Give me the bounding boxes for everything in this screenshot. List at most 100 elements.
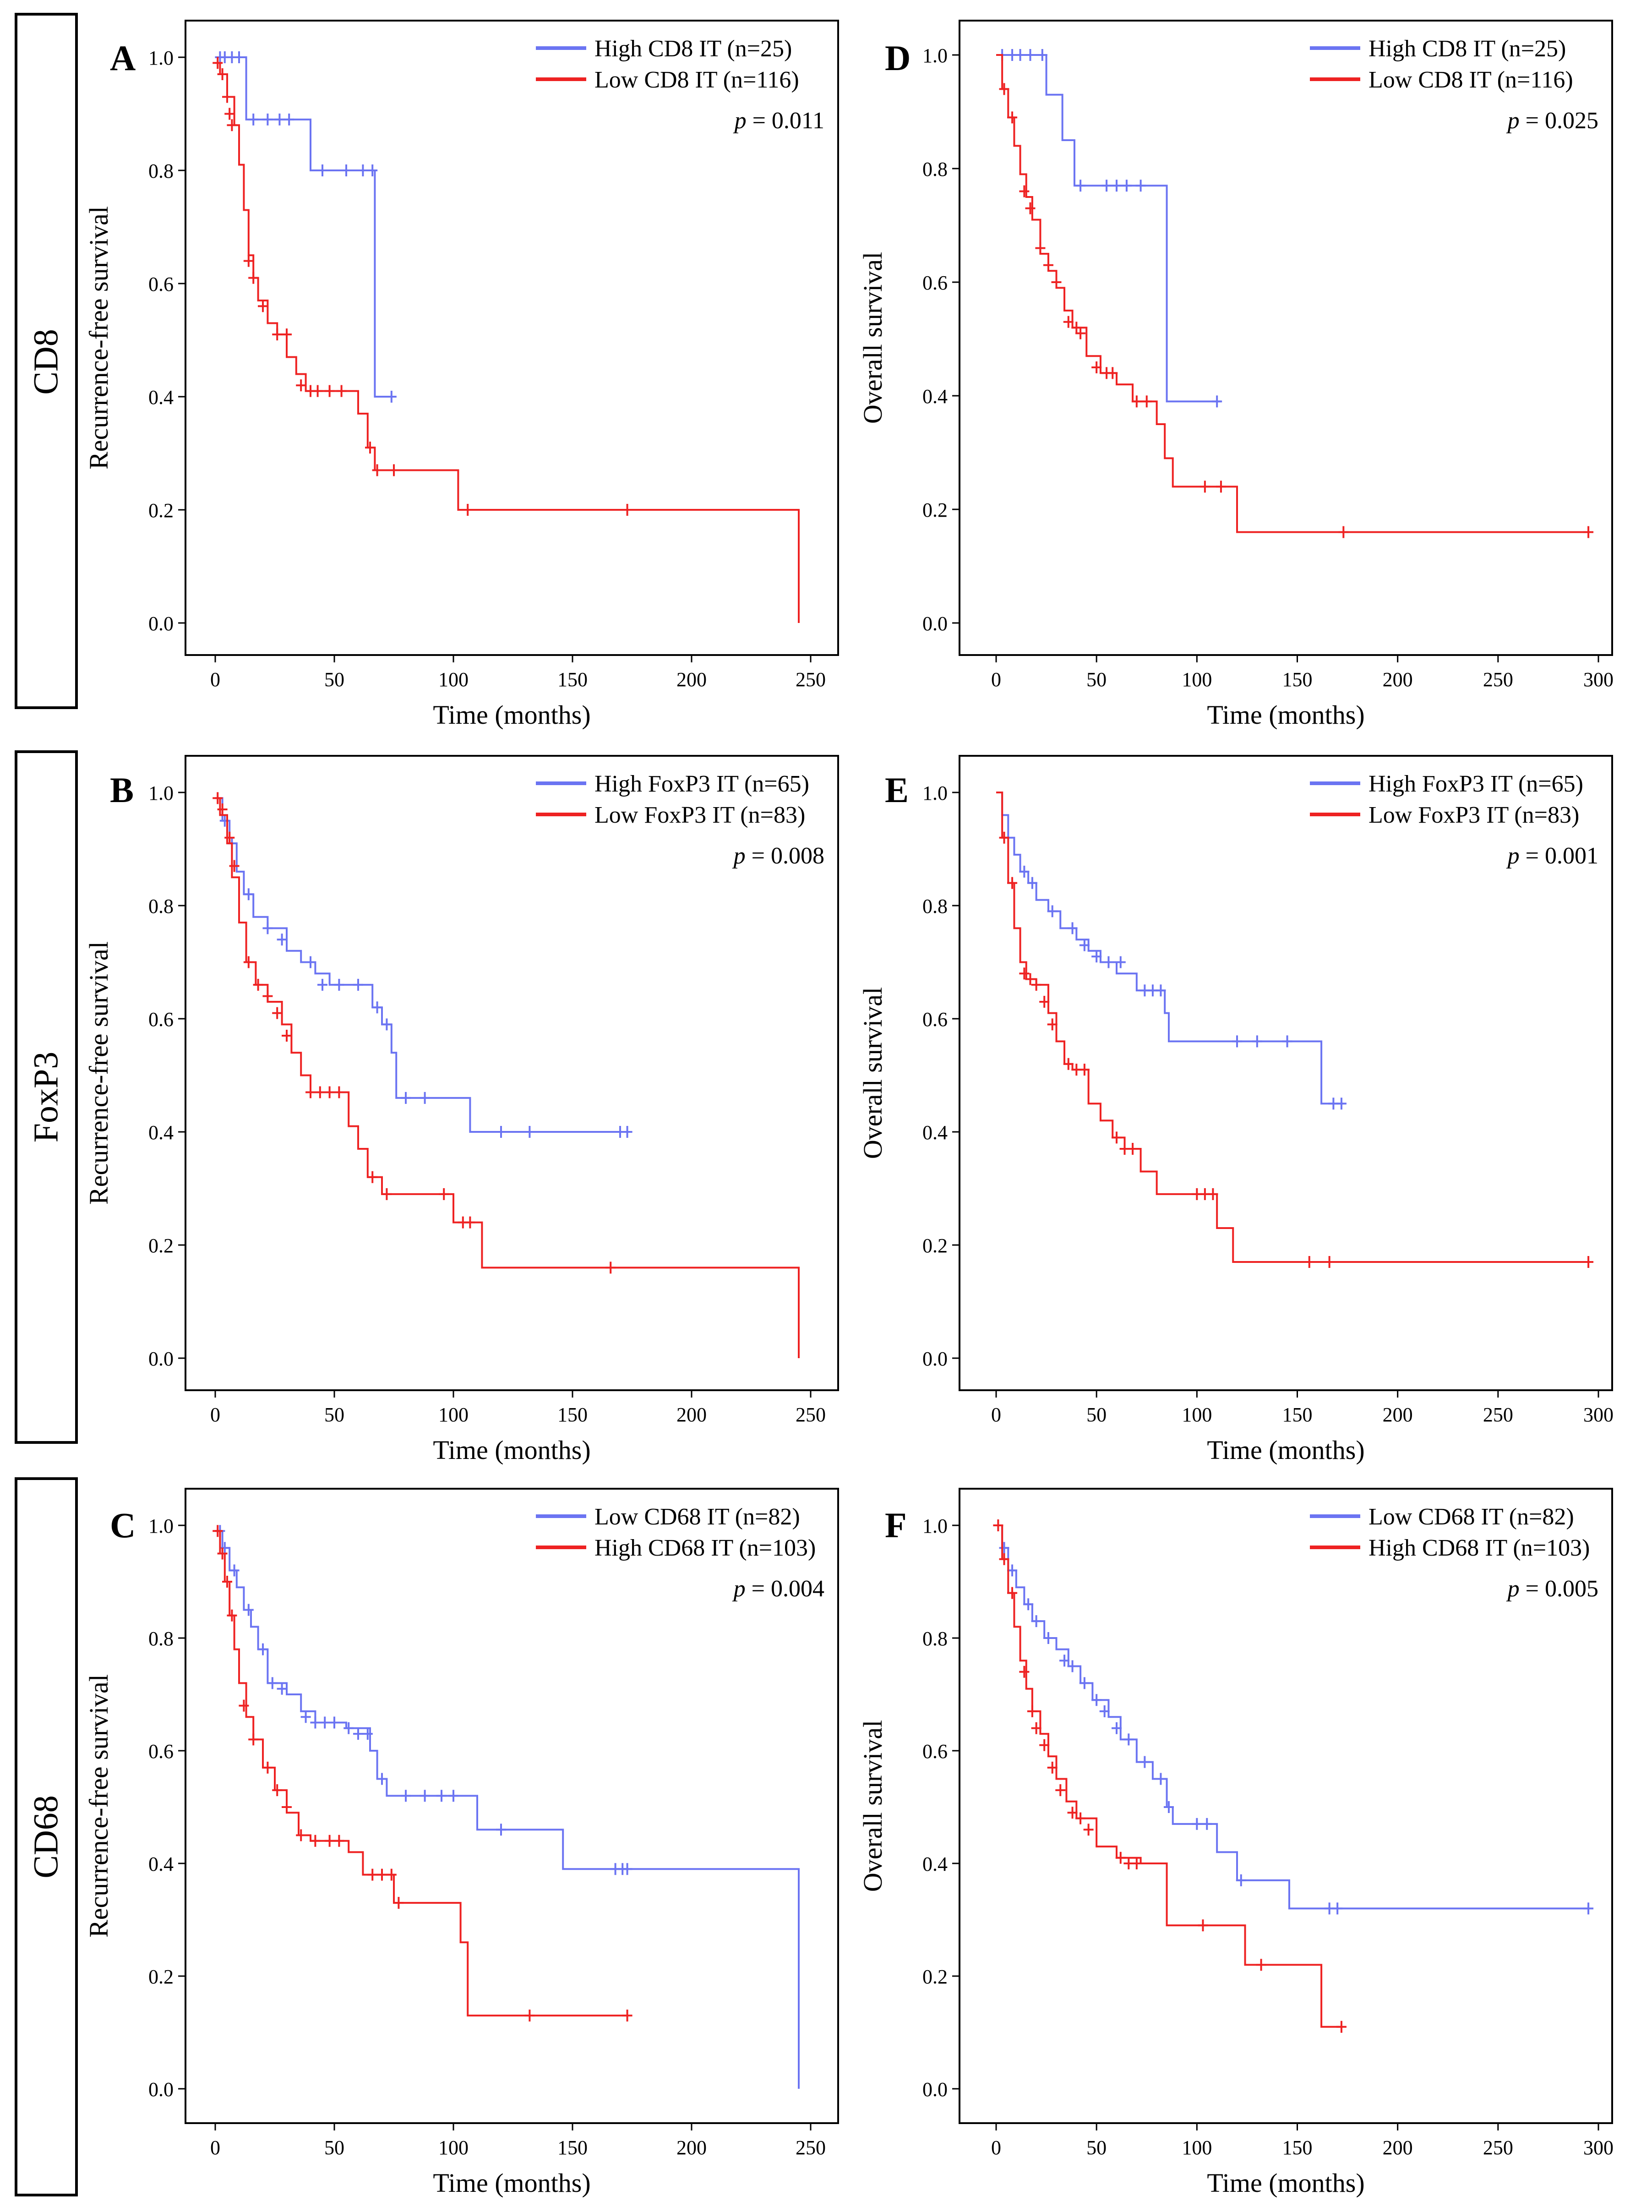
legend-entry: Low CD68 IT (n=82) [594,1504,800,1530]
censor-mark [358,164,368,176]
censor-mark [310,1835,321,1847]
censor-mark [1025,49,1036,61]
censor-mark [1031,978,1041,991]
censor-mark [258,1643,268,1655]
censor-mark [1091,361,1102,373]
p-value-label: p = 0.004 [732,1576,824,1602]
censor-mark [1324,1256,1335,1268]
y-tick-label: 0.4 [922,1853,948,1875]
censor-mark [1115,1852,1126,1864]
x-tick-label: 300 [1583,2136,1614,2159]
censor-mark [1059,1655,1070,1667]
plot-frame [959,1488,1613,2124]
x-tick-label: 200 [1383,1404,1413,1426]
censor-mark [324,1086,335,1098]
censor-mark [1019,865,1030,878]
y-tick-label: 0.4 [148,386,174,409]
censor-mark [1336,2021,1347,2033]
censor-mark [1256,1959,1266,1971]
y-axis-label: Recurrence-free survival [84,1674,114,1938]
censor-mark [1007,1587,1018,1599]
censor-mark [1031,1722,1041,1734]
censor-mark [217,803,228,816]
y-tick-label: 0.2 [148,1966,174,1988]
censor-mark [300,1711,311,1723]
censor-mark [1027,1705,1037,1717]
censor-mark [1163,1801,1174,1813]
y-tick-label: 0.6 [922,1008,948,1031]
censor-mark [262,1761,273,1774]
censor-mark [401,1092,411,1104]
censor-mark [277,1682,287,1695]
legend-entry: High CD68 IT (n=103) [594,1535,816,1561]
y-tick-label: 0.8 [148,1628,174,1650]
panel-letter-a: A [110,38,136,78]
censor-mark [1039,1739,1050,1751]
plot-frame [185,1488,839,2124]
censor-mark [622,504,632,516]
panel-letter-e: E [885,770,909,810]
p-value-label: p = 0.001 [1506,843,1598,869]
censor-mark [372,1001,382,1014]
censor-mark [213,1525,223,1537]
censor-mark [1079,1677,1090,1689]
censor-mark [239,1699,249,1712]
censor-mark [1103,956,1114,968]
censor-mark [248,1733,259,1746]
censor-mark [224,831,235,844]
censor-mark [253,978,263,991]
censor-mark [305,956,316,968]
y-tick-label: 1.0 [922,44,948,67]
km-curve-red [996,792,1589,1263]
chart-panel-d: 0.0 0.2 0.4 0.6 0.8 1.0 0 50 100 150 200 250 300 Time… [858,20,1614,730]
y-tick-label: 0.2 [922,1234,948,1257]
censor-mark [272,328,283,341]
y-tick-label: 0.0 [922,612,948,635]
censor-mark [1216,481,1226,493]
censor-mark [282,328,292,341]
censor-mark [1079,939,1090,951]
censor-mark [463,504,473,516]
x-tick-label: 200 [1383,668,1413,691]
censor-mark [1112,180,1122,192]
censor-mark [465,1216,475,1229]
chart-panel-a: 0.0 0.2 0.4 0.6 0.8 1.0 0 50 100 150 200 250 Time (m… [84,20,839,730]
censor-mark [243,255,254,267]
censor-mark [1304,1256,1314,1268]
censor-mark [312,385,323,397]
censor-mark [1015,49,1025,61]
x-tick-label: 50 [324,668,344,691]
censor-mark [217,1547,228,1560]
censor-mark [1338,526,1349,538]
km-curve-blue [996,792,1344,1105]
censor-mark [999,1542,1009,1554]
censor-mark [243,1604,254,1616]
censor-mark [213,792,223,804]
y-axis-label: Recurrence-free survival [84,206,114,470]
censor-mark [217,68,228,81]
censor-mark [315,1086,325,1098]
censor-mark [222,91,232,103]
censor-mark [227,119,237,131]
x-tick-label: 50 [1086,668,1107,691]
censor-mark [324,1835,335,1847]
y-tick-label: 0.2 [922,1966,948,1988]
censor-mark [999,1553,1009,1565]
x-tick-label: 200 [676,1404,707,1426]
y-tick-label: 0.6 [922,272,948,294]
km-curve-red [996,54,1589,533]
censor-mark [1583,1902,1594,1915]
censor-mark [284,113,294,126]
censor-mark [1135,180,1146,192]
censor-mark [274,113,285,126]
y-tick-label: 1.0 [922,1515,948,1537]
censor-mark [386,1868,397,1881]
censor-mark [343,1722,354,1734]
x-tick-label: 100 [438,668,469,691]
censor-mark [1039,995,1050,1008]
legend-entry: Low CD68 IT (n=82) [1368,1504,1574,1530]
censor-mark [320,1716,330,1729]
x-tick-label: 200 [1383,2136,1413,2159]
censor-mark [524,2010,535,2022]
